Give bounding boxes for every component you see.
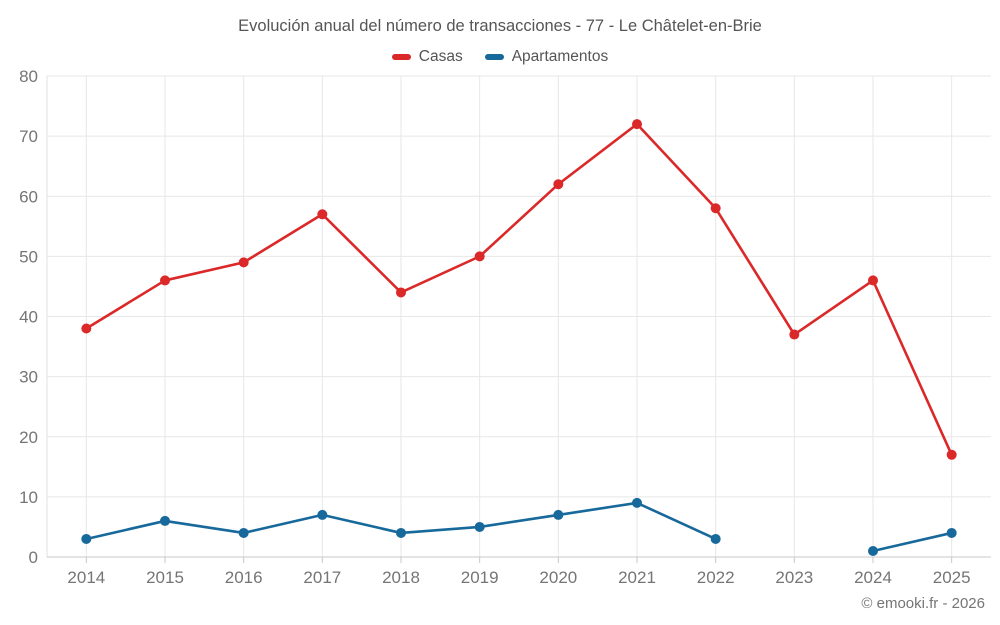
y-tick-label: 0 — [29, 548, 38, 567]
x-tick-label: 2025 — [933, 568, 971, 587]
x-tick-label: 2016 — [225, 568, 263, 587]
data-point-casas[interactable] — [868, 275, 878, 286]
data-point-casas[interactable] — [238, 257, 249, 268]
data-point-casas[interactable] — [317, 209, 328, 220]
data-point-casas[interactable] — [632, 119, 642, 130]
legend-label: Apartamentos — [511, 48, 609, 65]
data-point-apartamentos[interactable] — [160, 515, 170, 526]
chart-title: Evolución anual del número de transaccio… — [238, 17, 762, 35]
y-tick-label: 80 — [19, 67, 38, 86]
data-point-casas[interactable] — [710, 203, 721, 214]
legend-label: Casas — [418, 48, 463, 65]
y-tick-label: 70 — [19, 127, 38, 146]
data-point-apartamentos[interactable] — [632, 497, 642, 508]
x-tick-label: 2020 — [539, 568, 577, 587]
data-point-apartamentos[interactable] — [81, 533, 92, 544]
x-tick-label: 2022 — [697, 568, 735, 587]
x-tick-label: 2024 — [854, 568, 892, 587]
data-point-casas[interactable] — [81, 323, 92, 334]
data-point-apartamentos[interactable] — [238, 527, 249, 538]
data-point-apartamentos[interactable] — [396, 527, 406, 538]
data-point-casas[interactable] — [789, 329, 800, 340]
data-point-apartamentos[interactable] — [868, 545, 878, 556]
x-tick-label: 2019 — [461, 568, 499, 587]
legend-swatch-icon — [391, 54, 411, 60]
y-tick-label: 50 — [19, 247, 38, 266]
series-line-casas — [85, 122, 953, 457]
legend: Casas Apartamentos — [0, 48, 1000, 66]
x-tick-label: 2021 — [618, 568, 656, 587]
data-point-casas[interactable] — [946, 449, 957, 460]
data-point-casas[interactable] — [474, 251, 485, 262]
data-point-apartamentos[interactable] — [946, 527, 957, 538]
data-point-apartamentos[interactable] — [474, 521, 485, 532]
data-point-casas[interactable] — [553, 179, 564, 190]
data-point-apartamentos[interactable] — [553, 509, 564, 520]
y-tick-label: 60 — [19, 187, 38, 206]
y-tick-label: 40 — [19, 308, 38, 327]
x-tick-label: 2015 — [146, 568, 184, 587]
data-point-apartamentos[interactable] — [317, 509, 328, 520]
legend-swatch-icon — [484, 54, 504, 60]
data-point-casas[interactable] — [396, 287, 406, 298]
x-tick-label: 2014 — [67, 568, 105, 587]
x-tick-label: 2018 — [382, 568, 420, 587]
x-tick-label: 2023 — [775, 568, 813, 587]
legend-item-apartamentos[interactable]: Apartamentos — [484, 48, 609, 66]
data-point-apartamentos[interactable] — [710, 533, 721, 544]
x-tick-label: 2017 — [303, 568, 341, 587]
series-line-apartamentos — [871, 531, 953, 553]
data-point-casas[interactable] — [160, 275, 170, 286]
legend-item-casas[interactable]: Casas — [391, 48, 463, 66]
copyright-credit: © emooki.fr - 2026 — [861, 595, 985, 612]
y-tick-label: 10 — [19, 488, 38, 507]
y-tick-label: 20 — [19, 428, 38, 447]
y-tick-label: 30 — [19, 368, 38, 387]
